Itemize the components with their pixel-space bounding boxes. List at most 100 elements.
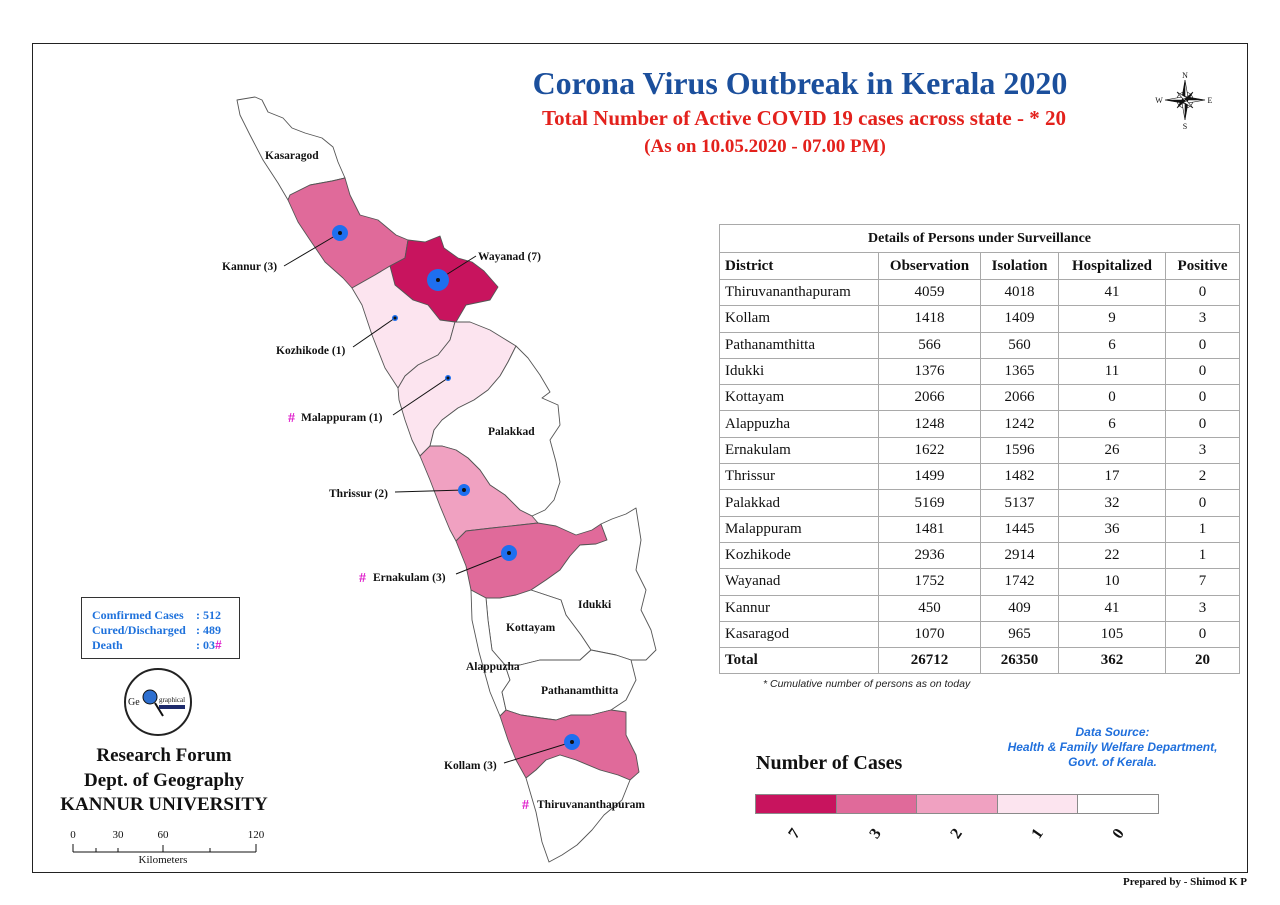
death-marker-malappuram: # <box>288 411 295 426</box>
value-cell: 1 <box>1164 541 1241 570</box>
table-caption: Details of Persons under Surveillance <box>718 224 1241 253</box>
value-cell: 2066 <box>878 384 981 412</box>
leader-line-kollam <box>503 741 573 764</box>
header-observation: Observation <box>878 252 981 280</box>
stat-label: Comfirmed Cases <box>92 608 184 622</box>
point-center <box>507 551 511 555</box>
logo-text-left: Ge <box>128 697 140 708</box>
value-cell: 11 <box>1058 357 1166 386</box>
legend-swatch <box>917 794 998 814</box>
header-district: District <box>719 252 879 280</box>
value-cell: 36 <box>1058 515 1166 543</box>
district-cell: Kozhikode <box>719 541 879 570</box>
legend-swatch <box>997 794 1079 814</box>
value-cell: 0 <box>1164 384 1241 412</box>
compass-rose-icon: N S W E <box>1155 71 1212 131</box>
label-kollam: Kollam (3) <box>444 760 497 772</box>
value-cell: 2066 <box>980 384 1059 412</box>
map-frame <box>32 43 1248 873</box>
stat-cured: Cured/Discharged: 489 <box>92 623 221 637</box>
value-cell: 0 <box>1164 357 1241 386</box>
scale-tick-label: 0 <box>70 829 76 841</box>
org-university: KANNUR UNIVERSITY <box>60 794 268 815</box>
total-isolation: 26350 <box>980 647 1059 675</box>
label-idukki: Idukki <box>578 599 612 611</box>
district-cell: Ernakulam <box>719 436 879 465</box>
value-cell: 409 <box>980 594 1059 622</box>
stat-value: : 03 <box>196 638 215 652</box>
data-source-line: Data Source: <box>1075 725 1150 739</box>
label-pathanamthitta: Pathanamthitta <box>541 685 619 697</box>
legend-swatch <box>836 794 918 814</box>
compass-south: S <box>1183 122 1187 131</box>
total-label: Total <box>719 647 879 675</box>
label-kannur: Kannur (3) <box>222 261 277 273</box>
stat-value: : 489 <box>196 623 221 637</box>
value-cell: 41 <box>1058 278 1166 307</box>
label-ernakulam: Ernakulam (3) <box>373 572 446 584</box>
district-cell: Idukki <box>719 357 879 386</box>
value-cell: 0 <box>1164 278 1241 307</box>
value-cell: 1499 <box>878 463 981 491</box>
label-kozhikode: Kozhikode (1) <box>276 345 345 357</box>
table-note: * Cumulative number of persons as on tod… <box>763 678 971 690</box>
value-cell: 1365 <box>980 357 1059 386</box>
district-cell: Pathanamthitta <box>719 331 879 359</box>
leader-line-kannur <box>283 232 341 267</box>
label-wayanad: Wayanad (7) <box>478 251 541 263</box>
value-cell: 17 <box>1058 463 1166 491</box>
leader-line-malappuram <box>392 377 449 416</box>
table-row: Kozhikode 2936 2914 22 1 <box>719 541 1241 570</box>
value-cell: 6 <box>1058 410 1166 438</box>
legend-title: Number of Cases <box>756 752 903 774</box>
value-cell: 0 <box>1164 620 1241 649</box>
label-palakkad: Palakkad <box>488 426 535 438</box>
district-cell: Alappuzha <box>719 410 879 438</box>
value-cell: 0 <box>1058 384 1166 412</box>
value-cell: 2914 <box>980 541 1059 570</box>
value-cell: 10 <box>1058 568 1166 596</box>
table-row: Kottayam 2066 2066 0 0 <box>719 384 1241 412</box>
globe-icon <box>142 689 158 705</box>
value-cell: 22 <box>1058 541 1166 570</box>
geography-logo: Ge graphical <box>124 668 192 736</box>
logo-text-right: graphical <box>159 696 185 704</box>
value-cell: 1596 <box>980 436 1059 465</box>
scale-tick-label: 30 <box>113 829 125 841</box>
death-marker-ernakulam: # <box>359 571 366 586</box>
data-source: Data Source: Health & Family Welfare Dep… <box>990 725 1235 770</box>
scale-tick-label: 120 <box>248 829 265 841</box>
value-cell: 1418 <box>878 305 981 333</box>
legend-color-bar <box>755 794 1159 814</box>
value-cell: 5137 <box>980 489 1059 517</box>
value-cell: 105 <box>1058 620 1166 649</box>
label-kottayam: Kottayam <box>506 622 556 634</box>
value-cell: 450 <box>878 594 981 622</box>
leader-line-kozhikode <box>352 317 396 348</box>
date-line: (As on 10.05.2020 - 07.00 PM) <box>644 136 886 157</box>
point-center <box>462 488 466 492</box>
label-thiruvananthapuram: Thiruvananthapuram <box>537 799 645 811</box>
table-row: Thiruvananthapuram 4059 4018 41 0 <box>719 278 1241 307</box>
leader-line-thrissur <box>394 489 465 493</box>
district-labels: Kasaragod Kannur (3) Wayanad (7) Kozhiko… <box>222 150 645 813</box>
value-cell: 1752 <box>878 568 981 596</box>
stat-death: Death: 03# <box>92 638 222 652</box>
header-isolation: Isolation <box>980 252 1059 280</box>
point-center <box>570 740 574 744</box>
value-cell: 3 <box>1164 436 1241 465</box>
point-center <box>446 376 450 380</box>
label-alappuzha: Alappuzha <box>466 661 520 673</box>
label-kasaragod: Kasaragod <box>265 150 319 162</box>
map-title: Corona Virus Outbreak in Kerala 2020 <box>532 65 1068 101</box>
value-cell: 1742 <box>980 568 1059 596</box>
value-cell: 1376 <box>878 357 981 386</box>
legend-swatch <box>1078 794 1159 814</box>
point-center <box>436 278 440 282</box>
legend-swatch <box>755 794 837 814</box>
data-source-line: Health & Family Welfare Department, <box>1007 740 1218 754</box>
label-thrissur: Thrissur (2) <box>329 488 388 500</box>
value-cell: 6 <box>1058 331 1166 359</box>
total-observation: 26712 <box>878 647 981 675</box>
